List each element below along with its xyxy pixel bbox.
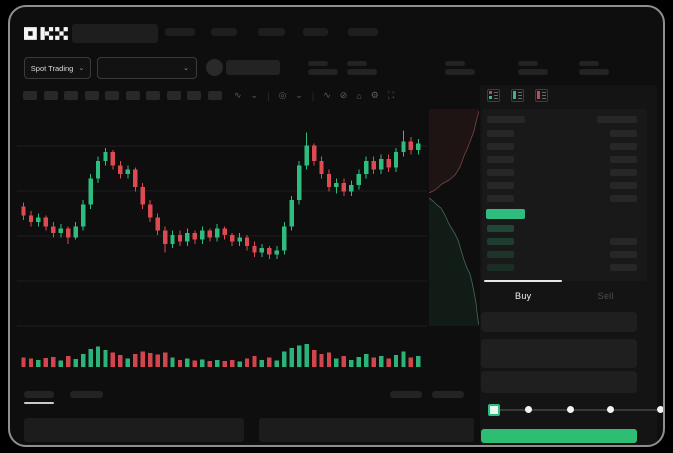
- ob-ask-size: [610, 130, 637, 137]
- order-tabs: Buy Sell: [482, 285, 647, 307]
- spot-trading-label: Spot Trading: [30, 63, 74, 73]
- slider-stop[interactable]: [525, 406, 532, 413]
- ob-ask-size: [610, 182, 637, 189]
- bottom-action-skeleton[interactable]: [390, 391, 422, 398]
- timeframe-button[interactable]: [187, 91, 201, 100]
- pair-name-skeleton: [226, 60, 280, 75]
- ob-bid-price[interactable]: [487, 264, 514, 271]
- chevron-down-icon: ⌄: [78, 65, 85, 72]
- ob-ask-size: [610, 143, 637, 150]
- line-tool-icon[interactable]: ∿: [323, 90, 331, 100]
- total-input[interactable]: [481, 371, 637, 393]
- bottom-tab-indicator: [24, 402, 54, 404]
- slider-stop[interactable]: [607, 406, 614, 413]
- camera-icon[interactable]: ⌂: [356, 90, 362, 101]
- ticker-stat-label: [579, 61, 599, 66]
- timeframe-button[interactable]: [23, 91, 37, 100]
- ob-ask-size: [610, 169, 637, 176]
- price-input[interactable]: [481, 312, 637, 332]
- tab-sell[interactable]: Sell: [597, 291, 614, 301]
- chevron-down-icon[interactable]: ⌄: [295, 90, 303, 100]
- nav-menu-item[interactable]: [303, 28, 328, 36]
- tab-buy[interactable]: Buy: [515, 291, 532, 301]
- ob-ask-price[interactable]: [487, 169, 514, 176]
- ob-bid-price[interactable]: [487, 251, 514, 258]
- chevron-down-icon: ⌄: [183, 65, 189, 72]
- nav-menu-item[interactable]: [211, 28, 237, 36]
- ticker-stat-value: [518, 69, 548, 75]
- slider-track[interactable]: [492, 409, 657, 411]
- nav-title-skeleton: [72, 24, 158, 43]
- settings-icon[interactable]: ⚙: [370, 90, 379, 100]
- timeframe-button[interactable]: [207, 91, 222, 100]
- slider-stop[interactable]: [657, 406, 663, 413]
- book-bids-icon[interactable]: [511, 89, 524, 102]
- bottom-tab-orders[interactable]: [24, 391, 54, 398]
- nav-menu-item[interactable]: [165, 28, 195, 36]
- bottom-tab-history[interactable]: [70, 391, 103, 398]
- pair-selector-dropdown[interactable]: ⌄: [97, 57, 197, 79]
- ticker-stat-value: [347, 69, 377, 75]
- ob-header-skeleton: [597, 116, 637, 123]
- ob-header-skeleton: [487, 116, 525, 123]
- eraser-icon[interactable]: ⊘: [339, 90, 348, 100]
- timeframe-button[interactable]: [166, 91, 181, 100]
- ob-ask-price[interactable]: [487, 143, 514, 150]
- book-asks-icon[interactable]: [535, 89, 548, 102]
- indicators-icon[interactable]: ∿: [234, 90, 242, 100]
- spot-trading-dropdown[interactable]: Spot Trading ⌄: [24, 57, 91, 79]
- timeframe-button[interactable]: [84, 91, 99, 100]
- ticker-stat-label: [308, 61, 328, 66]
- ticker-stat-label: [445, 61, 465, 66]
- ob-ask-size: [610, 195, 637, 202]
- ticker-stat-label: [347, 61, 367, 66]
- order-history-panel-skeleton: [259, 418, 474, 442]
- divider: |: [267, 90, 270, 101]
- amount-input[interactable]: [481, 339, 637, 368]
- timeframe-button[interactable]: [125, 91, 140, 100]
- divider: |: [311, 90, 315, 101]
- ob-ask-price[interactable]: [487, 195, 514, 202]
- ticker-stat-label: [518, 61, 538, 66]
- timeframe-button[interactable]: [43, 91, 58, 100]
- bottom-action-skeleton[interactable]: [432, 391, 464, 398]
- order-book: [482, 109, 647, 281]
- candlestick-chart[interactable]: [10, 103, 480, 393]
- ob-bid-size: [610, 264, 637, 271]
- timeframe-button[interactable]: [146, 91, 160, 100]
- book-combined-icon[interactable]: [487, 89, 500, 102]
- buy-submit-button[interactable]: [481, 429, 637, 443]
- app-window: Spot Trading ⌄ ⌄ ∿ ⌄ | ◎ ⌄ | ∿ ⊘ ⌂ ⚙ ⛶: [8, 5, 665, 447]
- slider-stop[interactable]: [567, 406, 574, 413]
- ob-ask-price[interactable]: [487, 156, 514, 163]
- nav-menu-item[interactable]: [348, 28, 378, 36]
- timeframe-button[interactable]: [64, 91, 78, 100]
- ticker-stat-value: [579, 69, 609, 75]
- ob-bid-size: [610, 238, 637, 245]
- chart-tools-row: ∿ ⌄ | ◎ ⌄ | ∿ ⊘ ⌂ ⚙ ⛶: [234, 90, 394, 101]
- ob-ask-price[interactable]: [487, 130, 514, 137]
- interval-icon[interactable]: ◎: [278, 90, 287, 100]
- last-price-highlight: [486, 209, 525, 219]
- active-tab-indicator: [484, 280, 562, 282]
- ob-bid-size: [610, 251, 637, 258]
- ob-bid-price[interactable]: [487, 225, 514, 232]
- open-orders-panel-skeleton: [24, 418, 244, 442]
- ob-ask-size: [610, 156, 637, 163]
- coin-avatar: [206, 59, 223, 76]
- okx-logo[interactable]: [24, 26, 68, 41]
- ticker-stat-value: [445, 69, 475, 75]
- ob-ask-price[interactable]: [487, 182, 514, 189]
- orderbook-mode-row: [487, 89, 548, 102]
- ob-bid-price[interactable]: [487, 238, 514, 245]
- chevron-down-icon[interactable]: ⌄: [250, 90, 259, 100]
- slider-handle[interactable]: [488, 404, 500, 416]
- depth-chart[interactable]: [429, 109, 479, 326]
- ticker-stat-value: [308, 69, 338, 75]
- nav-menu-item[interactable]: [258, 28, 285, 36]
- timeframe-button[interactable]: [105, 91, 119, 100]
- fullscreen-icon[interactable]: ⛶: [387, 90, 395, 100]
